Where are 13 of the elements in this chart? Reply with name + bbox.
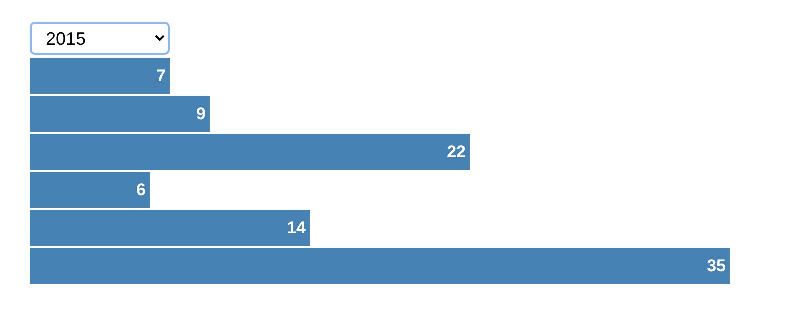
data-label: 7 — [156, 66, 166, 86]
bar — [30, 134, 470, 170]
bar — [30, 172, 150, 208]
data-label: 22 — [447, 142, 466, 162]
bar — [30, 210, 310, 246]
data-label: 14 — [287, 218, 307, 238]
bar — [30, 58, 170, 94]
bar — [30, 96, 210, 132]
text: 2015 — [30, 22, 170, 55]
data-label: 6 — [136, 180, 146, 200]
data-label: 9 — [196, 104, 206, 124]
bar — [30, 248, 730, 284]
data-label: 35 — [707, 256, 726, 276]
